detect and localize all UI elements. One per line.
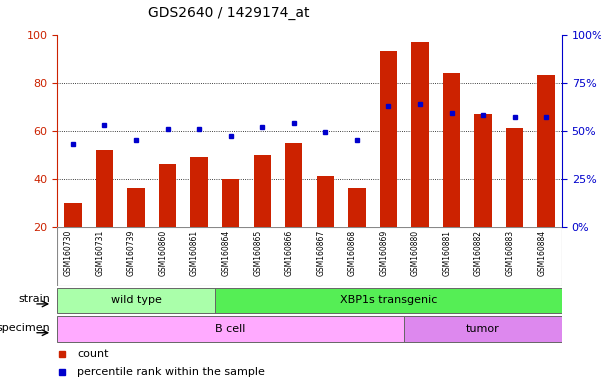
Bar xyxy=(317,176,334,227)
Bar xyxy=(506,128,523,227)
Bar xyxy=(127,188,145,227)
Text: GSM160866: GSM160866 xyxy=(285,230,294,276)
Bar xyxy=(411,42,429,227)
Bar xyxy=(159,164,176,227)
Text: GSM160868: GSM160868 xyxy=(348,230,357,276)
Text: GSM160883: GSM160883 xyxy=(505,230,514,276)
Bar xyxy=(443,73,460,227)
Text: GSM160881: GSM160881 xyxy=(442,230,451,276)
Text: GSM160739: GSM160739 xyxy=(127,230,136,276)
Text: GSM160861: GSM160861 xyxy=(190,230,199,276)
Bar xyxy=(537,75,555,227)
FancyBboxPatch shape xyxy=(57,316,404,342)
Text: GSM160865: GSM160865 xyxy=(253,230,262,276)
Text: B cell: B cell xyxy=(215,324,246,334)
Text: tumor: tumor xyxy=(466,324,500,334)
Text: GSM160730: GSM160730 xyxy=(64,230,73,276)
Bar xyxy=(222,179,239,227)
Text: count: count xyxy=(78,349,109,359)
Text: GSM160880: GSM160880 xyxy=(411,230,420,276)
Text: GSM160869: GSM160869 xyxy=(379,230,388,276)
Bar xyxy=(191,157,208,227)
Bar xyxy=(474,114,492,227)
Text: strain: strain xyxy=(18,294,50,304)
Text: specimen: specimen xyxy=(0,323,50,333)
Bar xyxy=(96,150,113,227)
Bar xyxy=(285,142,302,227)
FancyBboxPatch shape xyxy=(215,288,562,313)
Bar xyxy=(64,203,82,227)
Text: GDS2640 / 1429174_at: GDS2640 / 1429174_at xyxy=(148,6,309,20)
Text: percentile rank within the sample: percentile rank within the sample xyxy=(78,366,265,377)
Bar xyxy=(380,51,397,227)
Text: GSM160731: GSM160731 xyxy=(96,230,105,276)
Bar xyxy=(348,188,365,227)
Text: GSM160867: GSM160867 xyxy=(316,230,325,276)
Text: XBP1s transgenic: XBP1s transgenic xyxy=(340,295,437,306)
FancyBboxPatch shape xyxy=(57,288,215,313)
Text: GSM160860: GSM160860 xyxy=(159,230,168,276)
Text: GSM160884: GSM160884 xyxy=(537,230,546,276)
Text: GSM160864: GSM160864 xyxy=(222,230,231,276)
Text: GSM160882: GSM160882 xyxy=(474,230,483,276)
Bar xyxy=(254,155,271,227)
Text: wild type: wild type xyxy=(111,295,162,306)
FancyBboxPatch shape xyxy=(404,316,562,342)
